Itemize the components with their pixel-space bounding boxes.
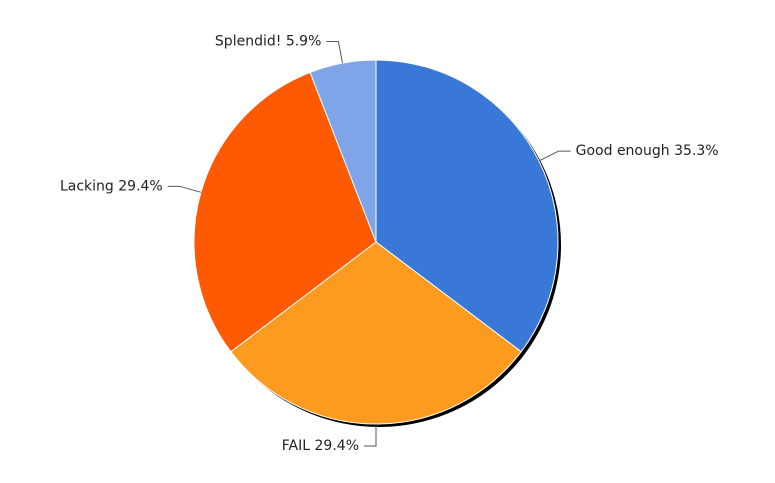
slice-value: 29.4%	[118, 178, 162, 194]
leader-line	[167, 185, 202, 193]
slice-name: FAIL	[282, 438, 310, 454]
leader-line	[326, 40, 343, 64]
slice-value: 35.3%	[674, 143, 718, 159]
slice-label: Lacking 29.4%	[60, 178, 163, 194]
slice-label: FAIL 29.4%	[282, 438, 359, 454]
pie-slice	[309, 59, 377, 243]
slice-value: 5.9%	[286, 33, 322, 49]
slice-value: 29.4%	[315, 438, 359, 454]
slice-label: Splendid! 5.9%	[215, 33, 321, 49]
leader-line	[538, 150, 571, 162]
leader-line	[364, 424, 377, 447]
slice-label: Good enough 35.3%	[576, 143, 719, 159]
slice-name: Splendid!	[215, 33, 281, 49]
slice-name: Lacking	[60, 178, 114, 194]
slice-name: Good enough	[576, 143, 670, 159]
